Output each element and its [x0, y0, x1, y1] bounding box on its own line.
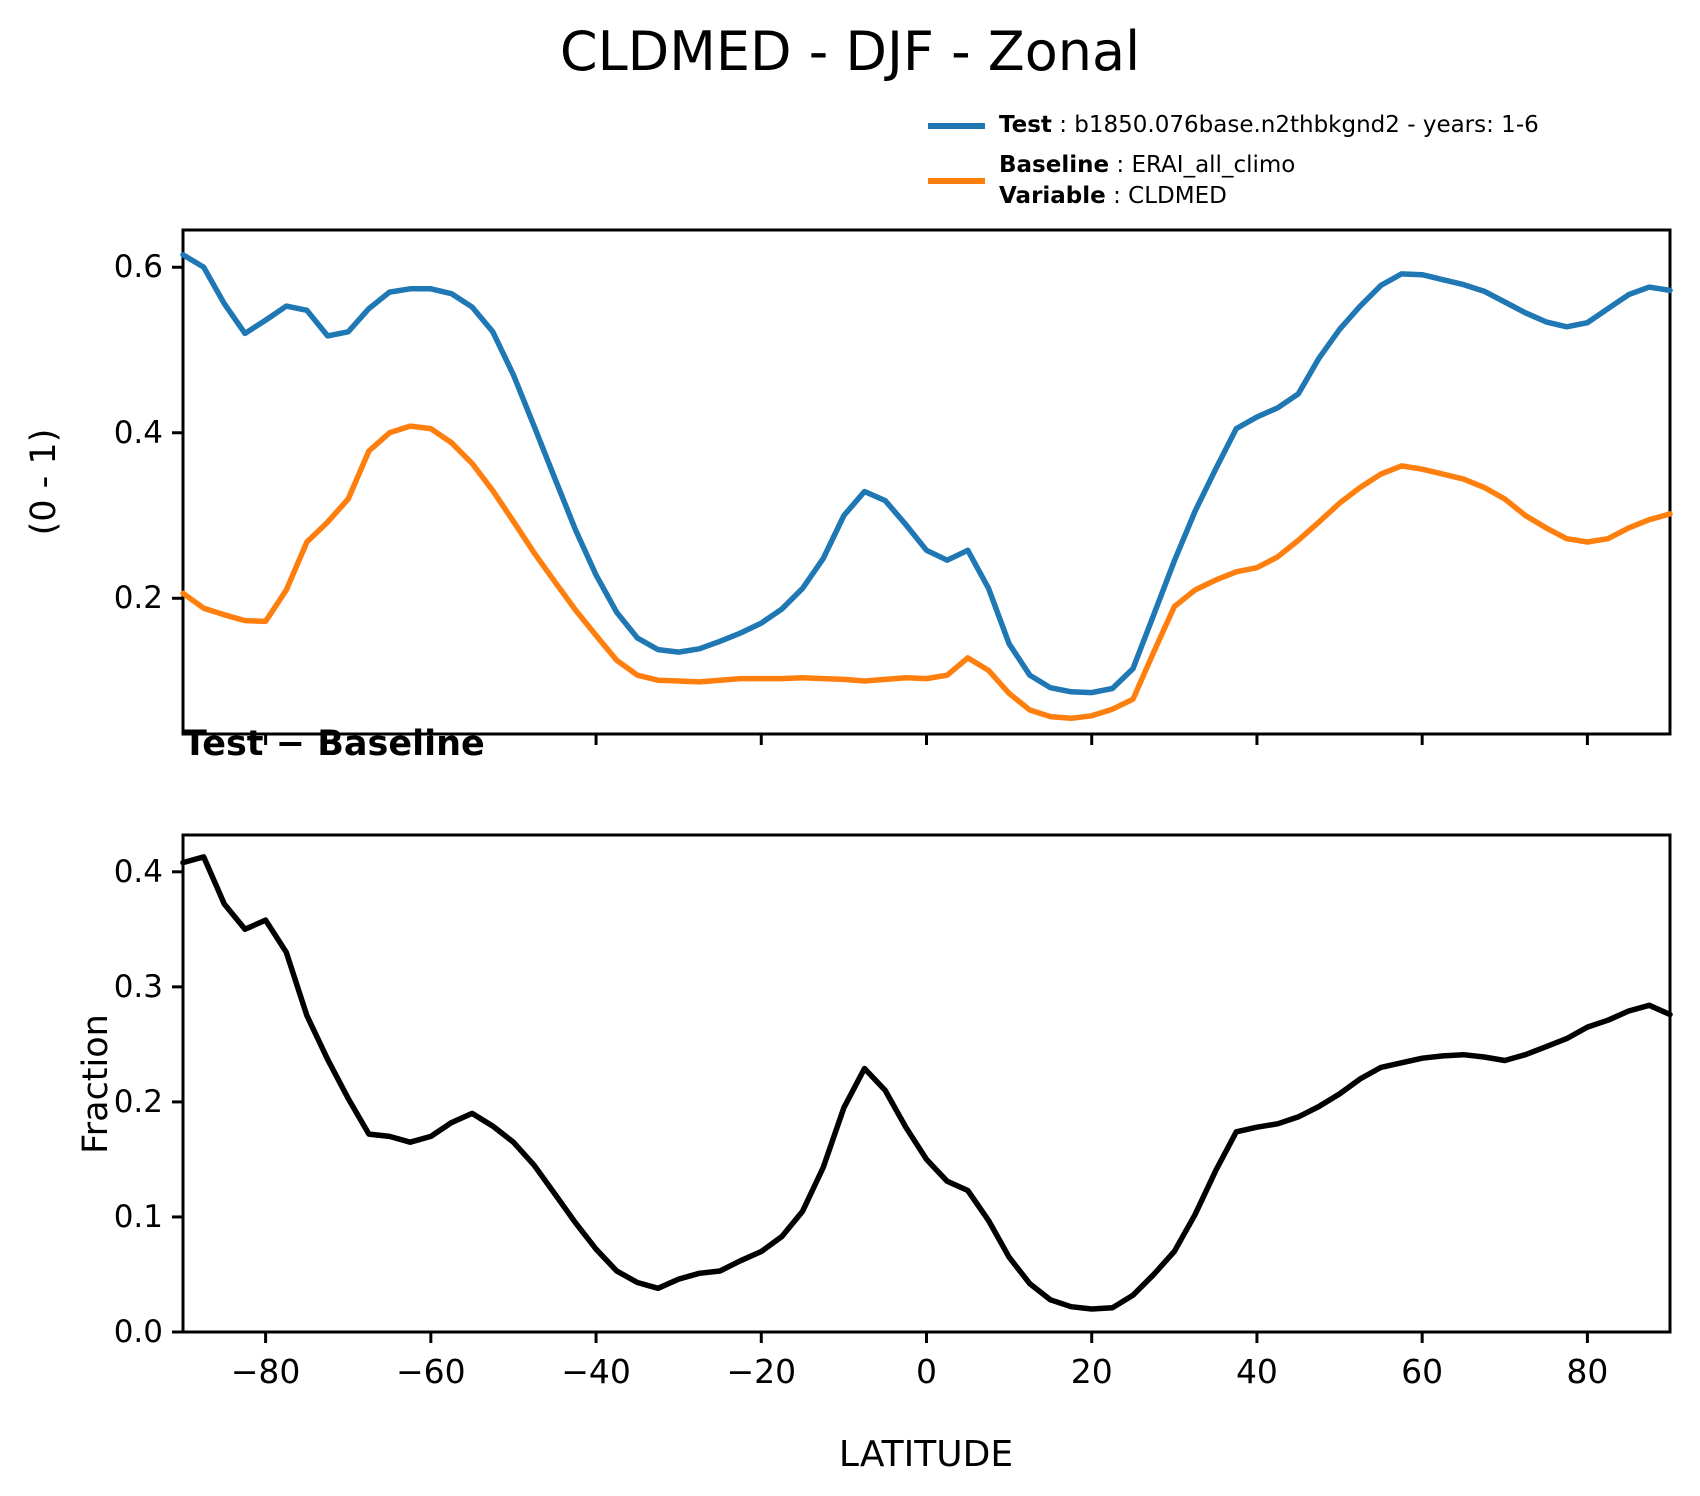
y-tick-label: 0.3 [113, 968, 163, 1005]
legend-variable-line: Variable : CLDMED [999, 181, 1295, 212]
x-axis-label: LATITUDE [838, 1434, 1014, 1475]
x-tick-label: 60 [1401, 1352, 1444, 1391]
legend-entry-baseline: Baseline : ERAI_all_climo Variable : CLD… [928, 150, 1539, 212]
legend: Test : b1850.076base.n2thbkgnd2 - years:… [928, 110, 1539, 221]
y-tick-label: 0.4 [113, 414, 163, 451]
y-tick-label: 0.2 [113, 1083, 163, 1120]
test-line [180, 252, 1673, 696]
x-tick-label: 40 [1235, 1352, 1278, 1391]
panel-0-frame [181, 228, 1672, 736]
y-tick-label: 0.2 [113, 580, 163, 617]
legend-entry-baseline-text: Baseline : ERAI_all_climo Variable : CLD… [999, 150, 1295, 212]
page-title: CLDMED - DJF - Zonal [559, 20, 1141, 83]
legend-variable-value: : CLDMED [1105, 183, 1227, 209]
legend-baseline-label: Baseline [999, 152, 1110, 178]
baseline-line [180, 423, 1673, 722]
top-panel-ylabel: (0 - 1) [24, 428, 64, 536]
difference-panel-title: Test − Baseline [183, 724, 485, 764]
legend-entry-test: Test : b1850.076base.n2thbkgnd2 - years:… [928, 110, 1539, 141]
x-tick-label: 0 [916, 1352, 937, 1391]
x-tick-label: −60 [396, 1352, 466, 1391]
bottom-panel-ylabel: Fraction [76, 1014, 116, 1154]
y-tick-label: 0.1 [113, 1198, 163, 1235]
test-baseline-line [180, 854, 1673, 1312]
y-tick-label: 0.0 [113, 1314, 163, 1350]
legend-entry-test-text: Test : b1850.076base.n2thbkgnd2 - years:… [999, 110, 1539, 141]
legend-variable-label: Variable [999, 183, 1106, 209]
x-tick-label: 80 [1566, 1352, 1609, 1391]
legend-test-value: : b1850.076base.n2thbkgnd2 - years: 1-6 [1051, 112, 1539, 138]
x-tick-label: −80 [230, 1352, 301, 1391]
baseline-line-swatch [928, 178, 985, 184]
test-line-swatch [928, 122, 985, 129]
legend-test-label: Test [999, 112, 1052, 138]
x-tick-label: −20 [726, 1352, 797, 1391]
legend-baseline-value: : ERAI_all_climo [1109, 152, 1296, 178]
panel-1-frame [181, 833, 1672, 1334]
legend-baseline-line: Baseline : ERAI_all_climo [999, 150, 1295, 181]
x-tick-label: 20 [1070, 1352, 1113, 1391]
y-tick-label: 0.6 [113, 249, 163, 286]
x-tick-label: −40 [561, 1352, 631, 1391]
y-tick-label: 0.4 [113, 853, 163, 890]
